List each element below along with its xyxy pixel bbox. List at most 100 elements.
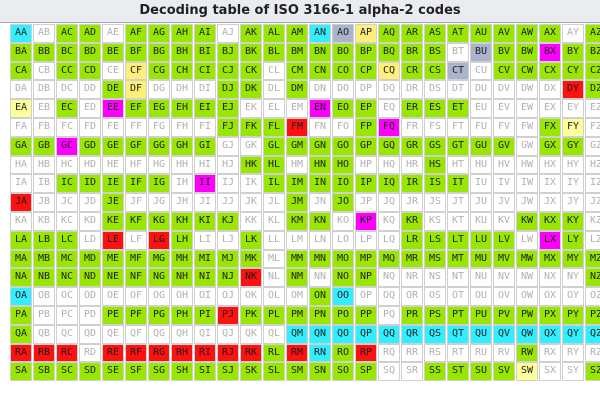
code-cell: AR: [401, 24, 423, 43]
code-cell: QE: [102, 324, 124, 344]
code-cell: LR: [401, 230, 423, 250]
code-cell: PD: [79, 305, 101, 325]
code-cell: DA: [10, 80, 32, 100]
code-cell: SH: [171, 362, 193, 382]
code-cell: OY: [562, 287, 584, 306]
code-cell: NL: [263, 268, 285, 288]
code-cell: GK: [240, 136, 262, 156]
code-cell: NQ: [378, 268, 400, 288]
code-cell: FA: [10, 117, 32, 137]
code-cell: OE: [102, 287, 124, 306]
code-cell: LJ: [217, 230, 239, 250]
code-cell: KP: [355, 211, 377, 231]
code-cell: PA: [10, 305, 32, 325]
code-cell: RG: [148, 343, 170, 363]
code-cell: FE: [102, 117, 124, 137]
code-cell: PX: [539, 305, 561, 325]
code-cell: DD: [79, 80, 101, 100]
code-cell: JS: [424, 193, 446, 212]
code-cell: KZ: [585, 211, 600, 231]
code-cell: PJ: [217, 305, 239, 325]
code-cell: LN: [309, 230, 331, 250]
code-cell: JM: [286, 193, 308, 212]
code-cell: QB: [33, 324, 55, 344]
code-cell: SL: [263, 362, 285, 382]
code-cell: HJ: [217, 155, 239, 175]
code-cell: OC: [56, 287, 78, 306]
code-cell: SJ: [217, 362, 239, 382]
code-cell: GB: [33, 136, 55, 156]
code-cell: EM: [286, 99, 308, 118]
code-cell: ML: [263, 249, 285, 269]
code-cell: MU: [470, 249, 492, 269]
code-cell: CB: [33, 61, 55, 81]
code-cell: HD: [79, 155, 101, 175]
code-cell: OK: [240, 287, 262, 306]
code-cell: CY: [562, 61, 584, 81]
code-cell: SK: [240, 362, 262, 382]
code-cell: GL: [263, 136, 285, 156]
code-cell: QZ: [585, 324, 600, 344]
code-cell: GM: [286, 136, 308, 156]
code-cell: SM: [286, 362, 308, 382]
code-cell: HP: [355, 155, 377, 175]
code-cell: DS: [424, 80, 446, 100]
code-cell: DI: [194, 80, 216, 100]
code-cell: RT: [447, 343, 469, 363]
code-cell: AH: [171, 24, 193, 43]
code-cell: IB: [33, 174, 55, 194]
code-cell: SI: [194, 362, 216, 382]
code-cell: SY: [562, 362, 584, 382]
code-cell: IL: [263, 174, 285, 194]
code-cell: ID: [79, 174, 101, 194]
code-cell: AK: [240, 24, 262, 43]
code-cell: AF: [125, 24, 147, 43]
code-cell: QW: [516, 324, 538, 344]
code-cell: HQ: [378, 155, 400, 175]
code-cell: NY: [562, 268, 584, 288]
code-cell: JB: [33, 193, 55, 212]
code-cell: GN: [309, 136, 331, 156]
code-cell: PM: [286, 305, 308, 325]
code-cell: PL: [263, 305, 285, 325]
code-cell: BT: [447, 42, 469, 62]
code-cell: LQ: [378, 230, 400, 250]
code-cell: FQ: [378, 117, 400, 137]
code-cell: AQ: [378, 24, 400, 43]
code-cell: MM: [286, 249, 308, 269]
code-cell: QL: [263, 324, 285, 344]
code-cell: MB: [33, 249, 55, 269]
code-cell: FO: [332, 117, 354, 137]
code-cell: LF: [125, 230, 147, 250]
code-cell: IQ: [378, 174, 400, 194]
code-cell: QD: [79, 324, 101, 344]
code-cell: HG: [148, 155, 170, 175]
code-cell: BX: [539, 42, 561, 62]
code-cell: ET: [447, 99, 469, 118]
code-cell: RR: [401, 343, 423, 363]
code-cell: RS: [424, 343, 446, 363]
code-cell: CA: [10, 61, 32, 81]
code-cell: QA: [10, 324, 32, 344]
code-cell: QT: [447, 324, 469, 344]
code-cell: JF: [125, 193, 147, 212]
code-cell: HS: [424, 155, 446, 175]
code-cell: MO: [332, 249, 354, 269]
code-cell: GE: [102, 136, 124, 156]
code-cell: LL: [263, 230, 285, 250]
code-cell: EE: [102, 99, 124, 118]
code-cell: KC: [56, 211, 78, 231]
code-cell: SX: [539, 362, 561, 382]
code-cell: IR: [401, 174, 423, 194]
code-cell: BI: [194, 42, 216, 62]
code-cell: EG: [148, 99, 170, 118]
code-cell: AX: [539, 24, 561, 43]
code-cell: QX: [539, 324, 561, 344]
code-cell: QO: [332, 324, 354, 344]
code-cell: LM: [286, 230, 308, 250]
code-cell: LE: [102, 230, 124, 250]
code-cell: DB: [33, 80, 55, 100]
code-cell: SU: [470, 362, 492, 382]
code-cell: CI: [194, 61, 216, 81]
code-cell: KQ: [378, 211, 400, 231]
